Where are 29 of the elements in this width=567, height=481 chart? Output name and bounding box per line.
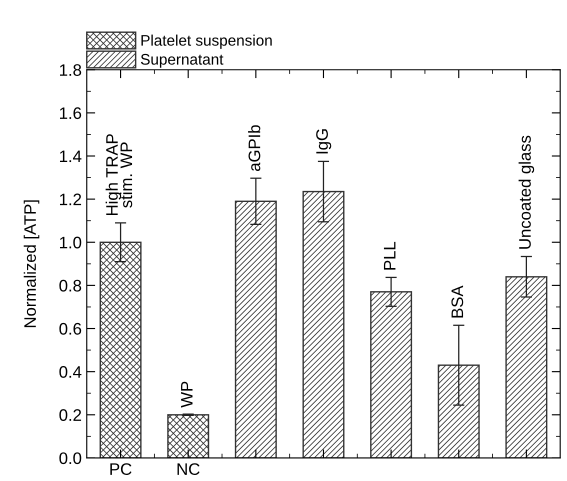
y-tick-label: 0.4 [59,366,82,378]
x-tick-label: NC [178,463,200,476]
bar [438,364,480,458]
y-axis-title: Normalized [ATP] [24,200,40,328]
y-tick-label: 0.2 [59,409,82,421]
annotation: WP [181,382,193,408]
y-tick-label: 1.6 [60,107,82,120]
bar [100,242,142,458]
bar [167,414,210,458]
y-tick-label: 0.0 [59,452,82,464]
y-tick-label: 1.4 [60,150,82,162]
annotation: High TRAP stim. WP [106,134,132,216]
y-tick-label: 1.2 [60,194,82,206]
y-tick-label: 0.8 [59,280,82,292]
y-tick-label: 1.0 [60,236,82,248]
legend-label: Platelet suspension [141,34,272,49]
bar [234,200,277,458]
bar [302,190,344,458]
annotation: aGPIb [248,125,260,172]
x-tick-label: PC [110,463,132,476]
annotation: IgG [316,129,332,154]
annotation: Uncoated glass [518,136,534,249]
bar [505,276,548,458]
bar [370,291,412,458]
annotation: PLL [384,242,396,270]
annotation: BSA [451,286,464,318]
y-tick-label: 0.6 [59,322,82,335]
legend-label: Supernatant [140,54,224,68]
y-tick-label: 1.8 [60,64,82,76]
